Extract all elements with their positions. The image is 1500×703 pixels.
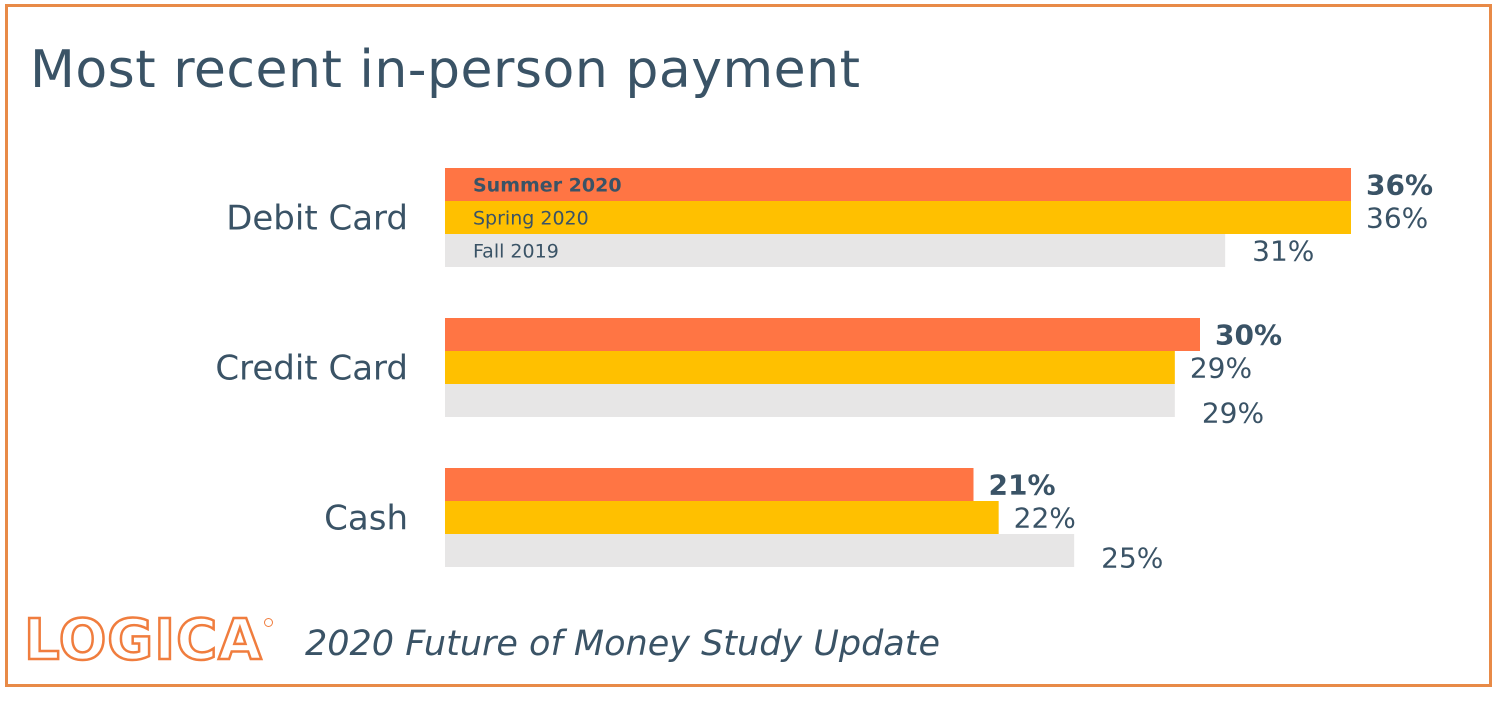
legend-label: Spring 2020 — [473, 208, 589, 230]
value-label: 36% — [1366, 202, 1428, 235]
bar-fall-2019 — [445, 234, 1226, 267]
chart-title: Most recent in-person payment — [30, 40, 861, 100]
category-label: Debit Card — [226, 199, 408, 239]
chart-frame — [5, 4, 1492, 687]
legend-label: Fall 2019 — [473, 241, 559, 263]
value-label: 21% — [989, 469, 1056, 502]
value-label: 29% — [1202, 397, 1264, 430]
bar-fall-2019 — [445, 534, 1075, 567]
bar-summer-2020 — [445, 318, 1200, 351]
value-label: 30% — [1215, 319, 1282, 352]
footer-subtitle: 2020 Future of Money Study Update — [305, 624, 941, 664]
registered-mark-icon — [264, 618, 273, 627]
bar-spring-2020 — [445, 351, 1175, 384]
bar-summer-2020 — [445, 468, 974, 501]
logica-logo: LOGICA — [23, 607, 263, 675]
value-label: 31% — [1252, 235, 1314, 268]
value-label: 36% — [1366, 169, 1433, 202]
legend-label: Summer 2020 — [473, 175, 622, 197]
value-label: 25% — [1101, 542, 1163, 575]
bar-spring-2020 — [445, 501, 999, 534]
value-label: 22% — [1014, 502, 1076, 535]
bar-fall-2019 — [445, 384, 1175, 417]
category-label: Credit Card — [215, 349, 408, 389]
value-label: 29% — [1190, 352, 1252, 385]
bar-summer-2020 — [445, 168, 1351, 201]
bar-spring-2020 — [445, 201, 1351, 234]
category-label: Cash — [324, 499, 408, 539]
